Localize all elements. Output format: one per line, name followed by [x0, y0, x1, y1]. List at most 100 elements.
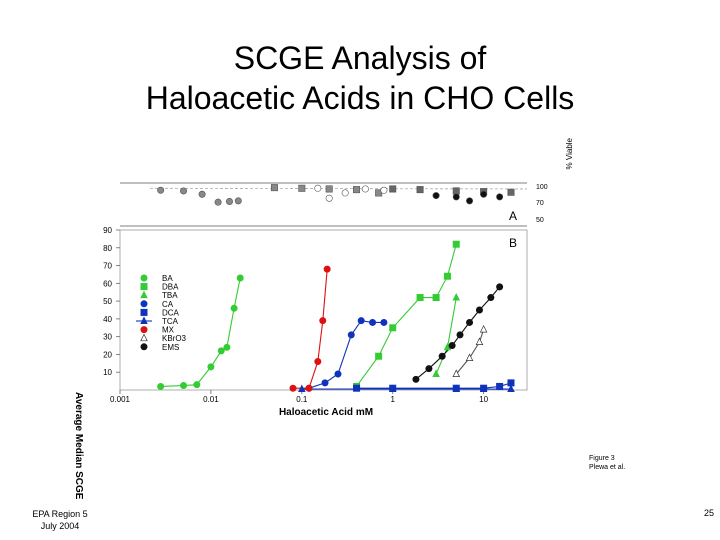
legend-label-mx: MX: [162, 326, 175, 335]
point-kbro3: [475, 337, 484, 345]
y-tick-label: 60: [103, 279, 112, 288]
point-ca: [334, 370, 342, 378]
viable-point-ems: [466, 197, 474, 205]
footer-left: EPA Region 5 July 2004: [20, 508, 100, 532]
legend-marker-kbro3: [140, 333, 148, 342]
legend-marker-ems: [140, 343, 148, 351]
point-ems: [412, 375, 420, 383]
point-ca: [357, 317, 365, 325]
legend-marker-dca: [140, 308, 148, 316]
curve-ca: [308, 320, 384, 389]
viable-point-ba: [198, 190, 206, 198]
y-tick-label: 90: [103, 226, 112, 235]
viable-point-dba: [298, 184, 306, 192]
curve-dca: [356, 382, 512, 389]
panel-a-marks: [149, 184, 528, 206]
viable-point-ba: [234, 197, 242, 205]
panel-b-marks: [157, 240, 515, 393]
legend-label-ca: CA: [162, 300, 174, 309]
legend-marker-ba: [140, 274, 148, 282]
viable-point-ba: [225, 198, 233, 206]
y-tick-label: 40: [103, 315, 112, 324]
point-ems: [466, 318, 474, 326]
point-tca: [388, 384, 397, 393]
viable-point-ca: [380, 186, 388, 194]
viable-tick-70: 70: [536, 200, 544, 207]
viable-point-dca: [452, 187, 460, 195]
point-dba: [452, 240, 460, 248]
viable-point-ca: [314, 184, 322, 192]
viable-point-ca: [361, 185, 369, 193]
y-axis-title: Average Median SCGE: [73, 392, 84, 500]
viable-tick-100: 100: [536, 184, 548, 191]
figure-caption: Figure 3 Plewa et al.: [589, 454, 625, 472]
point-mx: [305, 384, 313, 392]
y-tick-label: 10: [103, 368, 112, 377]
panel-a-label: A: [509, 209, 517, 223]
viable-reference-line: [149, 187, 528, 190]
viable-point-ems: [432, 192, 440, 200]
point-mx: [323, 265, 331, 273]
point-tca: [507, 384, 515, 393]
caption-line-1: Figure 3: [589, 455, 615, 462]
viable-point-ems: [452, 193, 460, 201]
viable-point-ba: [214, 198, 222, 206]
x-axis-title: Haloacetic Acid mM: [279, 407, 373, 418]
legend-label-tba: TBA: [162, 291, 178, 300]
point-ba: [223, 343, 231, 351]
legend-marker-tba: [140, 290, 148, 299]
point-ems: [448, 342, 456, 350]
viable-point-dca: [507, 188, 515, 196]
curve-kbro3: [455, 329, 485, 375]
y-tick-label: 20: [103, 350, 112, 359]
legend-label-ems: EMS: [162, 343, 179, 352]
point-kbro3: [452, 369, 461, 377]
x-tick-label: 10: [479, 395, 488, 404]
point-ca: [369, 318, 377, 326]
point-kbro3: [479, 324, 488, 333]
point-dba: [375, 352, 383, 360]
point-ca: [321, 379, 329, 387]
curve-tba: [435, 297, 457, 375]
y-tick-label: 70: [103, 262, 112, 271]
legend-label-dba: DBA: [162, 283, 179, 292]
point-mx: [289, 384, 297, 392]
viable-point-ems: [496, 193, 504, 201]
viable-point-ca: [341, 189, 349, 197]
legend-label-tca: TCA: [162, 317, 179, 326]
title-line-2: Haloacetic Acids in CHO Cells: [145, 80, 575, 116]
point-ba: [230, 304, 238, 312]
legend-marker-mx: [140, 326, 148, 334]
point-ems: [456, 331, 464, 339]
point-ba: [236, 274, 244, 282]
point-ba: [193, 381, 201, 389]
viable-point-ems: [480, 190, 488, 198]
viable-axis-title: % Viable: [565, 138, 574, 170]
viable-point-dca: [416, 186, 424, 194]
point-ca: [380, 318, 388, 326]
panel-b-label: B: [509, 236, 517, 250]
viable-point-dba: [353, 186, 361, 194]
panel-b-x-ticks: 0.001 0.01 0.1 1 10: [110, 390, 489, 404]
point-tba: [432, 369, 440, 377]
footer-date: July 2004: [40, 521, 80, 531]
legend-label-ba: BA: [162, 274, 173, 283]
x-tick-label: 0.01: [203, 395, 219, 404]
viable-point-ba: [157, 186, 165, 194]
point-ems: [487, 294, 495, 302]
viable-point-ca: [325, 194, 333, 202]
panel-b: B 10 20 30 40 50 60 70 80 90 0.001 0.01 0.1 1 10 Hal…: [103, 226, 528, 418]
y-tick-label: 30: [103, 333, 112, 342]
slide-title: SCGE Analysis of Haloacetic Acids in CHO…: [0, 38, 720, 118]
panel-a: A 100 70 50: [120, 182, 548, 227]
point-tca: [479, 384, 488, 393]
point-ba: [157, 382, 165, 390]
legend-label-kbro3: KBrO3: [162, 334, 187, 343]
x-tick-label: 1: [390, 395, 395, 404]
panel-b-frame: [119, 229, 528, 391]
viable-point-dca: [389, 185, 397, 193]
point-dca: [496, 382, 504, 390]
point-tca: [298, 384, 306, 393]
